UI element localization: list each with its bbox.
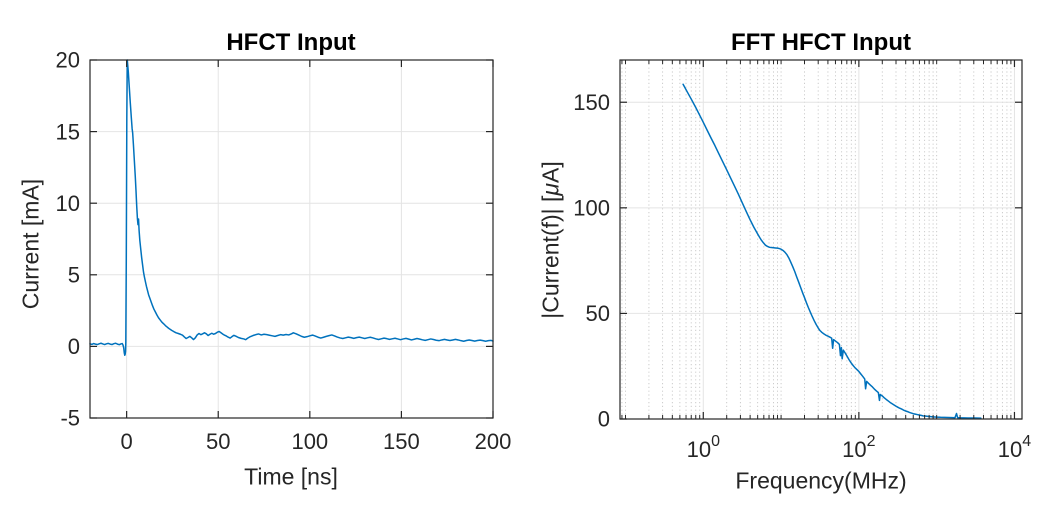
svg-text:0: 0 xyxy=(121,429,133,454)
svg-text:102: 102 xyxy=(842,433,875,462)
y-tick-labels: 0 50 100 150 xyxy=(573,90,610,432)
x-tick-labels: 0 50 100 150 200 xyxy=(121,429,512,454)
fft-plot-title: FFT HFCT Input xyxy=(731,29,911,56)
time-x-axis-label: Time [ns] xyxy=(244,463,338,490)
svg-text:50: 50 xyxy=(586,301,610,326)
axis-box xyxy=(619,59,1023,420)
time-y-axis-label: Current [mA] xyxy=(17,178,44,310)
svg-text:50: 50 xyxy=(206,429,230,454)
svg-text:100: 100 xyxy=(687,433,720,462)
svg-text:-5: -5 xyxy=(60,406,80,431)
svg-text:0: 0 xyxy=(598,407,610,432)
data-line-hfct-current xyxy=(89,59,494,357)
svg-text:0: 0 xyxy=(68,334,80,359)
time-plot-title: HFCT Input xyxy=(226,29,356,56)
fft-y-axis-label: |Current(f)| [μA] xyxy=(538,161,565,318)
time-domain-plot: 0 50 100 150 200 -5 0 5 10 15 20 HFCT Input Curren… xyxy=(17,29,512,490)
time-plot-canvas: 0 50 100 150 200 -5 0 5 10 15 20 xyxy=(56,48,512,454)
minor-grid-lines xyxy=(621,60,1012,419)
tick-marks xyxy=(620,60,1022,420)
svg-text:150: 150 xyxy=(383,429,420,454)
svg-text:100: 100 xyxy=(573,196,610,221)
svg-text:20: 20 xyxy=(56,48,80,73)
fft-y-axis-label-post: A] xyxy=(537,161,564,183)
y-tick-labels: -5 0 5 10 15 20 xyxy=(56,48,80,431)
data-line-fft-magnitude xyxy=(682,83,982,419)
x-tick-labels: 100 102 104 xyxy=(687,433,1032,462)
tick-marks xyxy=(90,59,494,419)
grid-lines xyxy=(90,59,494,419)
fft-y-axis-label-mu: μ xyxy=(537,182,564,196)
fft-plot: 100 102 104 0 50 100 150 FFT HFCT Input |Curre… xyxy=(530,0,1053,509)
fft-x-axis-label: Frequency(MHz) xyxy=(735,467,907,494)
svg-text:10: 10 xyxy=(56,191,80,216)
svg-text:200: 200 xyxy=(475,429,512,454)
fft-plot-canvas: 100 102 104 0 50 100 150 xyxy=(573,59,1032,462)
fft-y-axis-label-pre: |Current(f)| [ xyxy=(537,195,564,319)
svg-text:5: 5 xyxy=(68,263,80,288)
axis-box xyxy=(89,59,494,419)
svg-text:104: 104 xyxy=(998,433,1031,462)
svg-text:100: 100 xyxy=(291,429,328,454)
svg-text:150: 150 xyxy=(573,90,610,115)
svg-text:15: 15 xyxy=(56,119,80,144)
grid-lines xyxy=(620,60,1022,420)
